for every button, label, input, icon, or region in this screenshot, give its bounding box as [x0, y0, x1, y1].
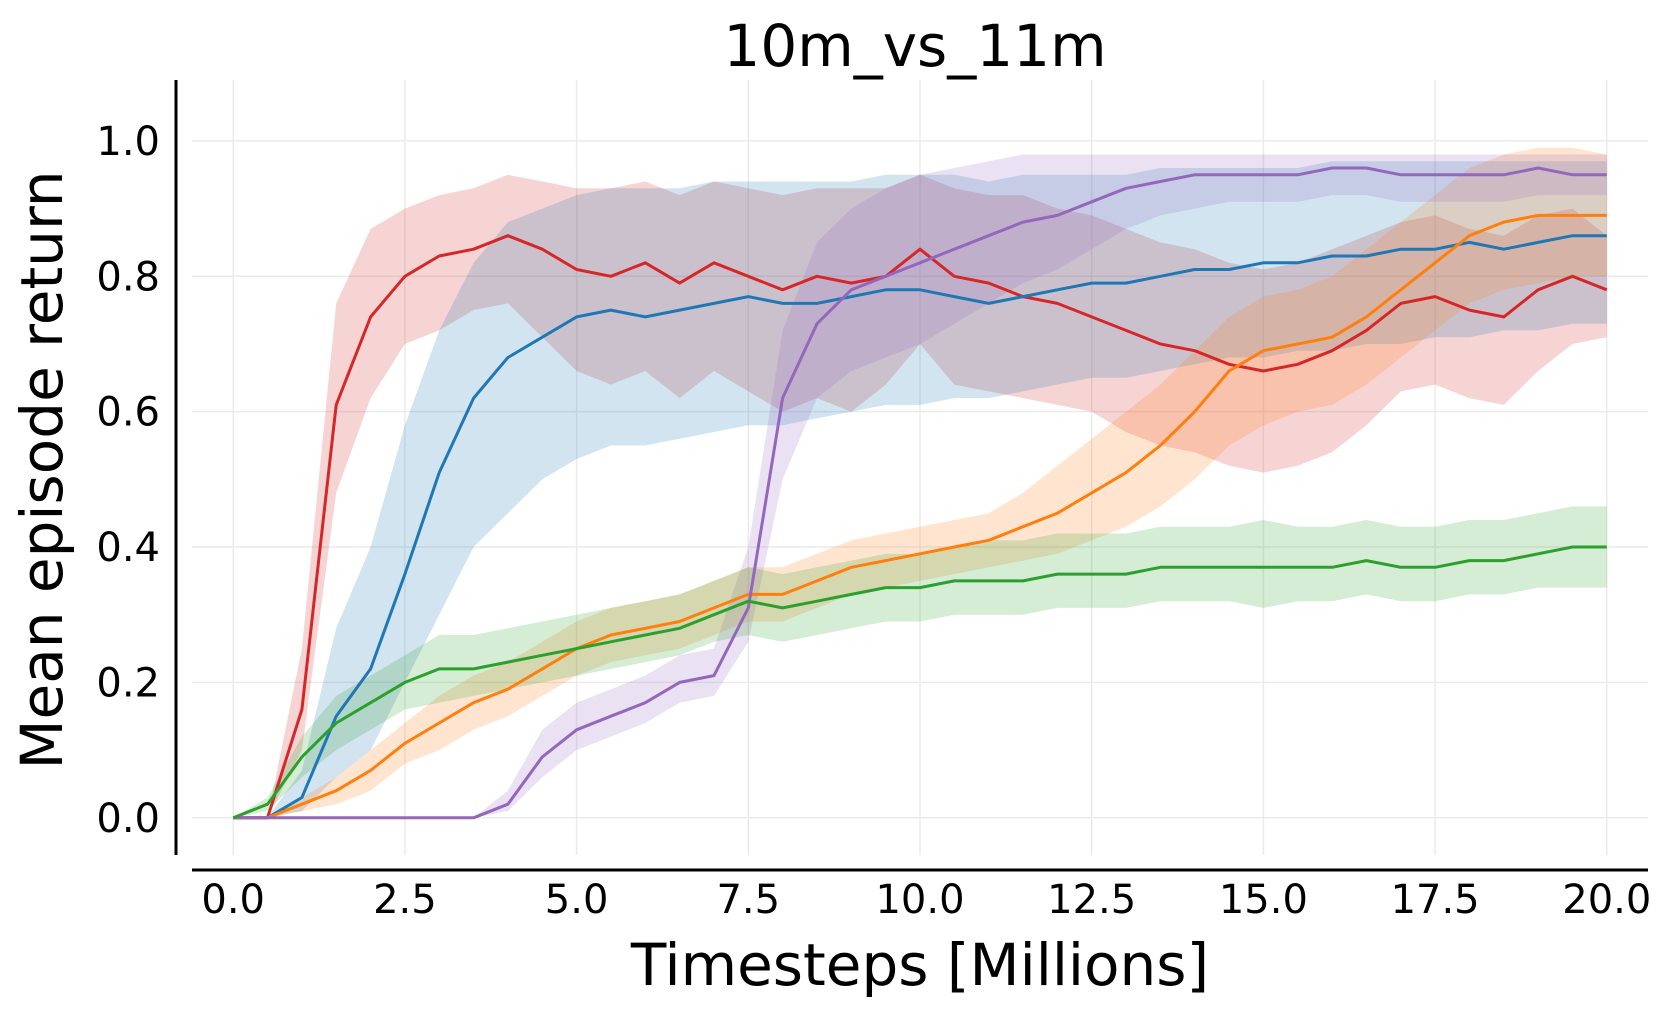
- series-3-line: [233, 166, 1607, 820]
- series-0-line: [233, 234, 1608, 820]
- tick-labels: 0.0 2.5 5.0 7.5 10.0 12.5 15.0 17.5 20.0 0.0 0.2 0.…: [96, 119, 1651, 923]
- chart-title: 10m_vs_11m: [723, 12, 1106, 80]
- series-lines: [232, 166, 1608, 820]
- y-tick-label-0: 0.0: [96, 796, 160, 842]
- series-1-band: [233, 161, 1607, 818]
- x-tick-label-5: 12.5: [1047, 877, 1136, 923]
- x-tick-label-3: 7.5: [716, 877, 780, 923]
- x-tick-label-4: 10.0: [875, 877, 964, 923]
- x-axis-label: Timesteps [Millions]: [630, 931, 1209, 999]
- series-3-band: [233, 154, 1607, 818]
- y-tick-label-3: 0.6: [96, 390, 160, 436]
- series-4-line: [232, 545, 1607, 820]
- series-1-line: [233, 234, 1607, 820]
- series-2-line: [233, 213, 1607, 820]
- x-tick-label-0: 0.0: [201, 877, 265, 923]
- y-tick-label-4: 0.8: [96, 254, 160, 300]
- x-tick-label-7: 17.5: [1391, 877, 1480, 923]
- x-tick-label-6: 15.0: [1219, 877, 1308, 923]
- x-tick-label-8: 20.0: [1562, 877, 1651, 923]
- series-4-band: [233, 506, 1607, 818]
- y-tick-label-1: 0.2: [96, 660, 160, 706]
- y-tick-label-2: 0.4: [96, 525, 160, 571]
- y-tick-label-5: 1.0: [96, 119, 160, 165]
- y-axis-label: Mean episode return: [8, 170, 76, 769]
- x-tick-label-2: 5.0: [545, 877, 609, 923]
- grid-layer: [192, 80, 1648, 855]
- x-tick-label-1: 2.5: [373, 877, 437, 923]
- series-0-band: [233, 174, 1607, 818]
